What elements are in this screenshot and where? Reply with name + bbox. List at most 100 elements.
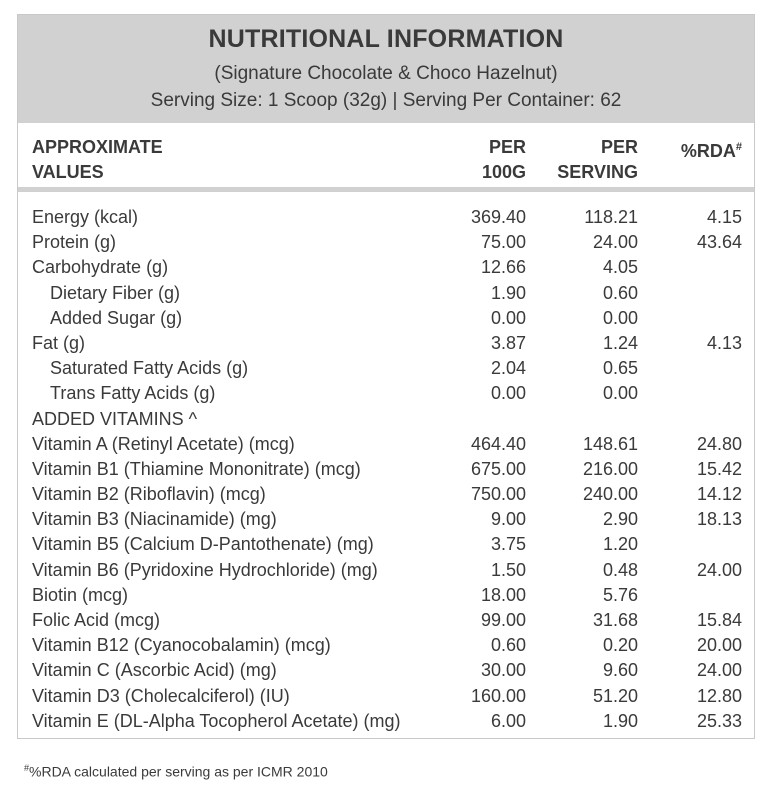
column-header-per-100g: PER 100G xyxy=(418,135,526,185)
table-row: Added Sugar (g) 0.00 0.00 xyxy=(18,306,754,331)
value-per-serving: 148.61 xyxy=(582,433,638,454)
nutrition-panel: NUTRITIONAL INFORMATION (Signature Choco… xyxy=(17,14,755,739)
table-row: ADDED VITAMINS ^ xyxy=(18,407,754,432)
nutrient-label: Saturated Fatty Acids (g) xyxy=(50,358,249,379)
nutrient-label: Protein (g) xyxy=(32,232,117,253)
value-per-serving: 5.76 xyxy=(602,584,638,605)
table-row: Vitamin D3 (Cholecalciferol) (IU) 160.00 5… xyxy=(18,684,754,709)
table-row: Vitamin B1 (Thiamine Mononitrate) (mcg) 6… xyxy=(18,457,754,482)
nutrient-label: Dietary Fiber (g) xyxy=(50,282,181,303)
value-per-100g: 369.40 xyxy=(470,207,526,227)
value-per-100g: 75.00 xyxy=(480,232,526,253)
value-rda: 18.13 xyxy=(696,509,742,530)
table-row: Protein (g) 75.00 24.00 43.64 xyxy=(18,230,754,255)
footnote-mark: # xyxy=(24,763,30,773)
value-rda: 4.13 xyxy=(706,332,742,353)
value-per-serving: 1.90 xyxy=(602,710,638,731)
nutrient-table: Energy (kcal) 369.40 118.21 4.15 Protein (g)… xyxy=(18,205,754,734)
table-row: Fat (g) 3.87 1.24 4.13 xyxy=(18,331,754,356)
table-row: Vitamin B2 (Riboflavin) (mcg) 750.00 240.0… xyxy=(18,482,754,507)
table-row: Vitamin B6 (Pyridoxine Hydrochloride) (m… xyxy=(18,558,754,583)
value-per-100g: 0.60 xyxy=(490,635,526,656)
table-row: Folic Acid (mcg) 99.00 31.68 15.84 xyxy=(18,608,754,633)
table-row: Vitamin C (Ascorbic Acid) (mg) 30.00 9.60 2… xyxy=(18,658,754,683)
column-header-rda: %RDA# xyxy=(638,135,742,164)
nutrient-label: Vitamin B5 (Calcium D-Pantothenate) (mg) xyxy=(32,534,374,555)
table-row: Vitamin A (Retinyl Acetate) (mcg) 464.40 1… xyxy=(18,432,754,457)
rda-label: %RDA xyxy=(680,141,736,161)
product-variant: (Signature Chocolate & Choco Hazelnut) xyxy=(214,63,558,84)
value-per-100g: 464.40 xyxy=(470,433,526,454)
panel-title: NUTRITIONAL INFORMATION xyxy=(208,25,564,53)
nutrient-label: Vitamin C (Ascorbic Acid) (mg) xyxy=(32,660,277,681)
value-per-serving: 51.20 xyxy=(592,685,638,706)
footnote: #%RDA calculated per serving as per ICMR… xyxy=(24,763,328,780)
table-row: Saturated Fatty Acids (g) 2.04 0.65 xyxy=(18,356,754,381)
value-per-100g: 18.00 xyxy=(480,584,526,605)
table-row: Biotin (mcg) 18.00 5.76 xyxy=(18,583,754,608)
value-rda: 12.80 xyxy=(696,685,742,706)
serving-info: Serving Size: 1 Scoop (32g) | Serving Pe… xyxy=(150,90,622,111)
table-row: Vitamin B3 (Niacinamide) (mg) 9.00 2.90 18.… xyxy=(18,507,754,532)
value-per-serving: 1.20 xyxy=(602,534,638,555)
nutrient-label: Trans Fatty Acids (g) xyxy=(50,383,216,404)
column-header-approximate-values: APPROXIMATE VALUES xyxy=(32,135,332,185)
value-per-100g: 99.00 xyxy=(480,610,526,630)
value-rda: 4.15 xyxy=(706,207,742,227)
value-rda: 24.00 xyxy=(696,660,742,681)
nutrient-label: Carbohydrate (g) xyxy=(32,257,169,278)
value-rda: 24.00 xyxy=(696,559,742,580)
value-per-serving: 24.00 xyxy=(592,232,638,253)
nutrient-label: Vitamin B6 (Pyridoxine Hydrochloride) (m… xyxy=(32,559,378,580)
value-per-serving: 216.00 xyxy=(582,458,638,479)
value-rda: 25.33 xyxy=(696,710,742,731)
nutrient-label: Vitamin A (Retinyl Acetate) (mcg) xyxy=(32,433,295,454)
nutrition-header: NUTRITIONAL INFORMATION (Signature Choco… xyxy=(18,15,754,123)
value-rda: 15.84 xyxy=(696,610,742,630)
value-per-100g: 750.00 xyxy=(470,484,526,505)
nutrient-label: Vitamin B12 (Cyanocobalamin) (mcg) xyxy=(32,635,331,656)
value-per-100g: 6.00 xyxy=(490,710,526,731)
nutrient-label: ADDED VITAMINS ^ xyxy=(32,408,198,429)
nutrient-label: Energy (kcal) xyxy=(32,207,139,227)
value-per-serving: 240.00 xyxy=(582,484,638,505)
nutrient-label: Vitamin D3 (Cholecalciferol) (IU) xyxy=(32,685,290,706)
value-per-100g: 675.00 xyxy=(470,458,526,479)
column-header-line: PER xyxy=(488,137,526,157)
value-per-serving: 0.00 xyxy=(602,383,638,404)
footnote-text: %RDA calculated per serving as per ICMR … xyxy=(29,763,328,780)
nutrient-label: Vitamin B1 (Thiamine Mononitrate) (mcg) xyxy=(32,458,361,479)
value-per-100g: 30.00 xyxy=(480,660,526,681)
value-per-serving: 0.20 xyxy=(602,635,638,656)
column-header-line: 100G xyxy=(481,162,526,182)
value-rda: 24.80 xyxy=(696,433,742,454)
value-per-serving: 0.65 xyxy=(602,358,638,379)
table-row: Vitamin E (DL-Alpha Tocopherol Acetate) … xyxy=(18,709,754,734)
table-row: Vitamin B5 (Calcium D-Pantothenate) (mg)… xyxy=(18,532,754,557)
value-per-100g: 3.75 xyxy=(490,534,526,555)
value-per-serving: 0.48 xyxy=(602,559,638,580)
value-per-serving: 9.60 xyxy=(602,660,638,681)
value-rda: 15.42 xyxy=(696,458,742,479)
value-per-100g: 160.00 xyxy=(470,685,526,706)
value-per-serving: 0.00 xyxy=(602,307,638,328)
value-per-100g: 12.66 xyxy=(480,257,526,278)
value-per-100g: 1.50 xyxy=(490,559,526,580)
header-divider xyxy=(18,187,754,192)
value-rda: 43.64 xyxy=(696,232,742,253)
nutrient-label: Biotin (mcg) xyxy=(32,584,129,605)
nutrient-label: Vitamin B3 (Niacinamide) (mg) xyxy=(32,509,277,530)
nutrient-label: Added Sugar (g) xyxy=(50,307,183,328)
value-per-serving: 31.68 xyxy=(592,610,638,630)
value-rda: 20.00 xyxy=(696,635,742,656)
column-header-line: SERVING xyxy=(557,162,638,182)
table-row: Dietary Fiber (g) 1.90 0.60 xyxy=(18,281,754,306)
column-header-per-serving: PER SERVING xyxy=(528,135,638,185)
value-per-serving: 0.60 xyxy=(602,282,638,303)
value-per-serving: 4.05 xyxy=(602,257,638,278)
table-row: Carbohydrate (g) 12.66 4.05 xyxy=(18,255,754,280)
value-per-serving: 1.24 xyxy=(602,332,638,353)
value-per-100g: 2.04 xyxy=(490,358,526,379)
table-row: Vitamin B12 (Cyanocobalamin) (mcg) 0.60 0.… xyxy=(18,633,754,658)
value-per-100g: 0.00 xyxy=(490,383,526,404)
